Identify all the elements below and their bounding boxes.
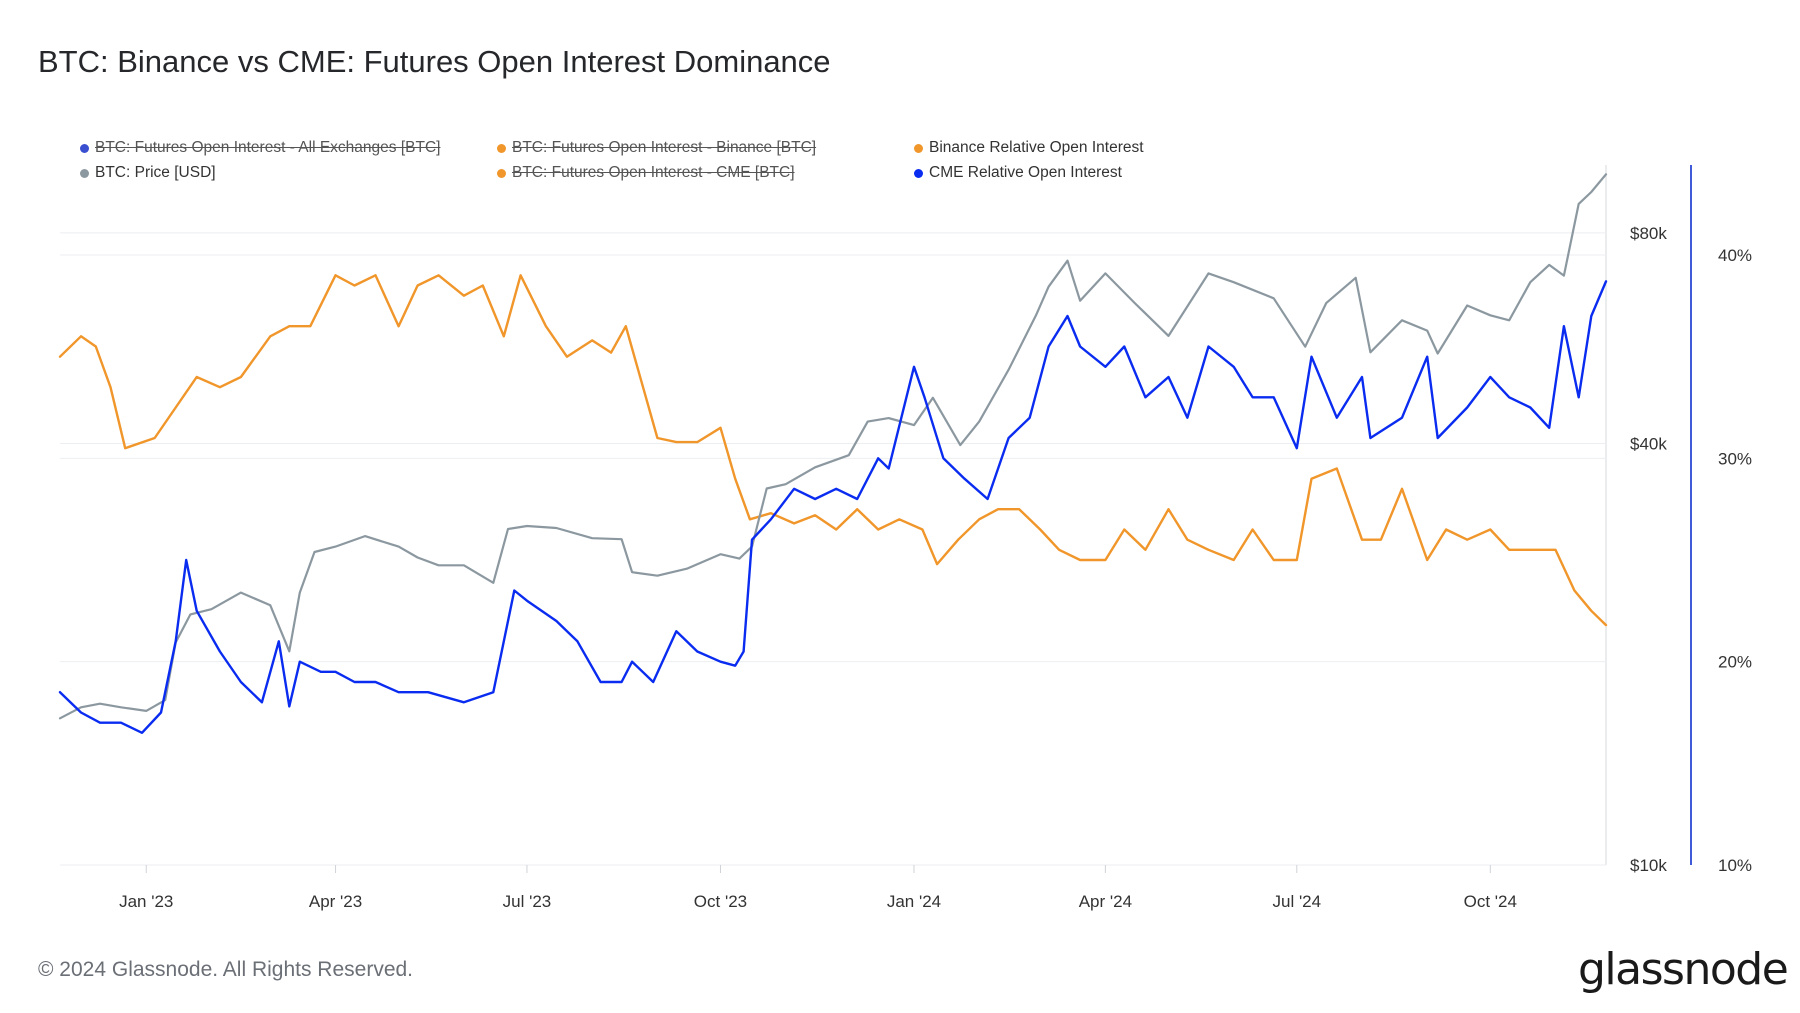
glassnode-logo: glassnode bbox=[1578, 944, 1789, 995]
legend-dot-icon bbox=[914, 143, 923, 153]
x-tick-label: Oct '23 bbox=[694, 892, 747, 911]
x-tick-label: Apr '24 bbox=[1079, 892, 1132, 911]
x-tick-label: Jul '23 bbox=[503, 892, 552, 911]
y-right-tick-label: 30% bbox=[1718, 449, 1752, 468]
series-line-btc-price-usd bbox=[58, 173, 1608, 720]
legend-label: Binance Relative Open Interest bbox=[929, 139, 1144, 156]
legend-item-btc-price[interactable]: BTC: Price [USD] bbox=[80, 164, 497, 182]
legend-dot-icon bbox=[497, 168, 506, 178]
legend-label: BTC: Futures Open Interest - All Exchang… bbox=[95, 139, 441, 156]
legend-label: BTC: Futures Open Interest - Binance [BT… bbox=[512, 139, 817, 156]
x-tick-label: Jan '24 bbox=[887, 892, 941, 911]
x-tick-label: Jul '24 bbox=[1272, 892, 1321, 911]
x-tick-label: Apr '23 bbox=[309, 892, 362, 911]
y-right-tick-label: 40% bbox=[1718, 246, 1752, 265]
legend-label: CME Relative Open Interest bbox=[929, 164, 1122, 181]
y-right-tick-label: 20% bbox=[1718, 653, 1752, 672]
legend-label: BTC: Price [USD] bbox=[95, 164, 216, 181]
y-left-tick-label: $80k bbox=[1630, 224, 1667, 243]
legend-item-oi-binance[interactable]: BTC: Futures Open Interest - Binance [BT… bbox=[497, 139, 914, 157]
legend-dot-icon bbox=[80, 168, 89, 178]
legend-label: BTC: Futures Open Interest - CME [BTC] bbox=[512, 164, 795, 181]
legend-dot-icon bbox=[914, 168, 923, 178]
x-tick-label: Oct '24 bbox=[1464, 892, 1517, 911]
y-left-tick-label: $40k bbox=[1630, 435, 1667, 454]
x-tick-label: Jan '23 bbox=[119, 892, 173, 911]
chart-legend: BTC: Futures Open Interest - All Exchang… bbox=[80, 139, 1234, 182]
copyright-footer: © 2024 Glassnode. All Rights Reserved. bbox=[38, 958, 414, 981]
legend-dot-icon bbox=[497, 143, 506, 153]
legend-item-binance-relative[interactable]: Binance Relative Open Interest bbox=[914, 139, 1234, 157]
series-line-cme-relative-open-interest bbox=[58, 280, 1608, 734]
legend-item-cme-relative[interactable]: CME Relative Open Interest bbox=[914, 164, 1234, 182]
chart-title: BTC: Binance vs CME: Futures Open Intere… bbox=[38, 44, 831, 79]
legend-item-oi-cme[interactable]: BTC: Futures Open Interest - CME [BTC] bbox=[497, 164, 914, 182]
y-right-tick-label: 10% bbox=[1718, 856, 1752, 875]
legend-dot-icon bbox=[80, 143, 89, 153]
legend-item-oi-all-exchanges[interactable]: BTC: Futures Open Interest - All Exchang… bbox=[80, 139, 497, 157]
series-line-binance-relative-open-interest bbox=[58, 274, 1608, 627]
y-left-tick-label: $10k bbox=[1630, 856, 1667, 875]
